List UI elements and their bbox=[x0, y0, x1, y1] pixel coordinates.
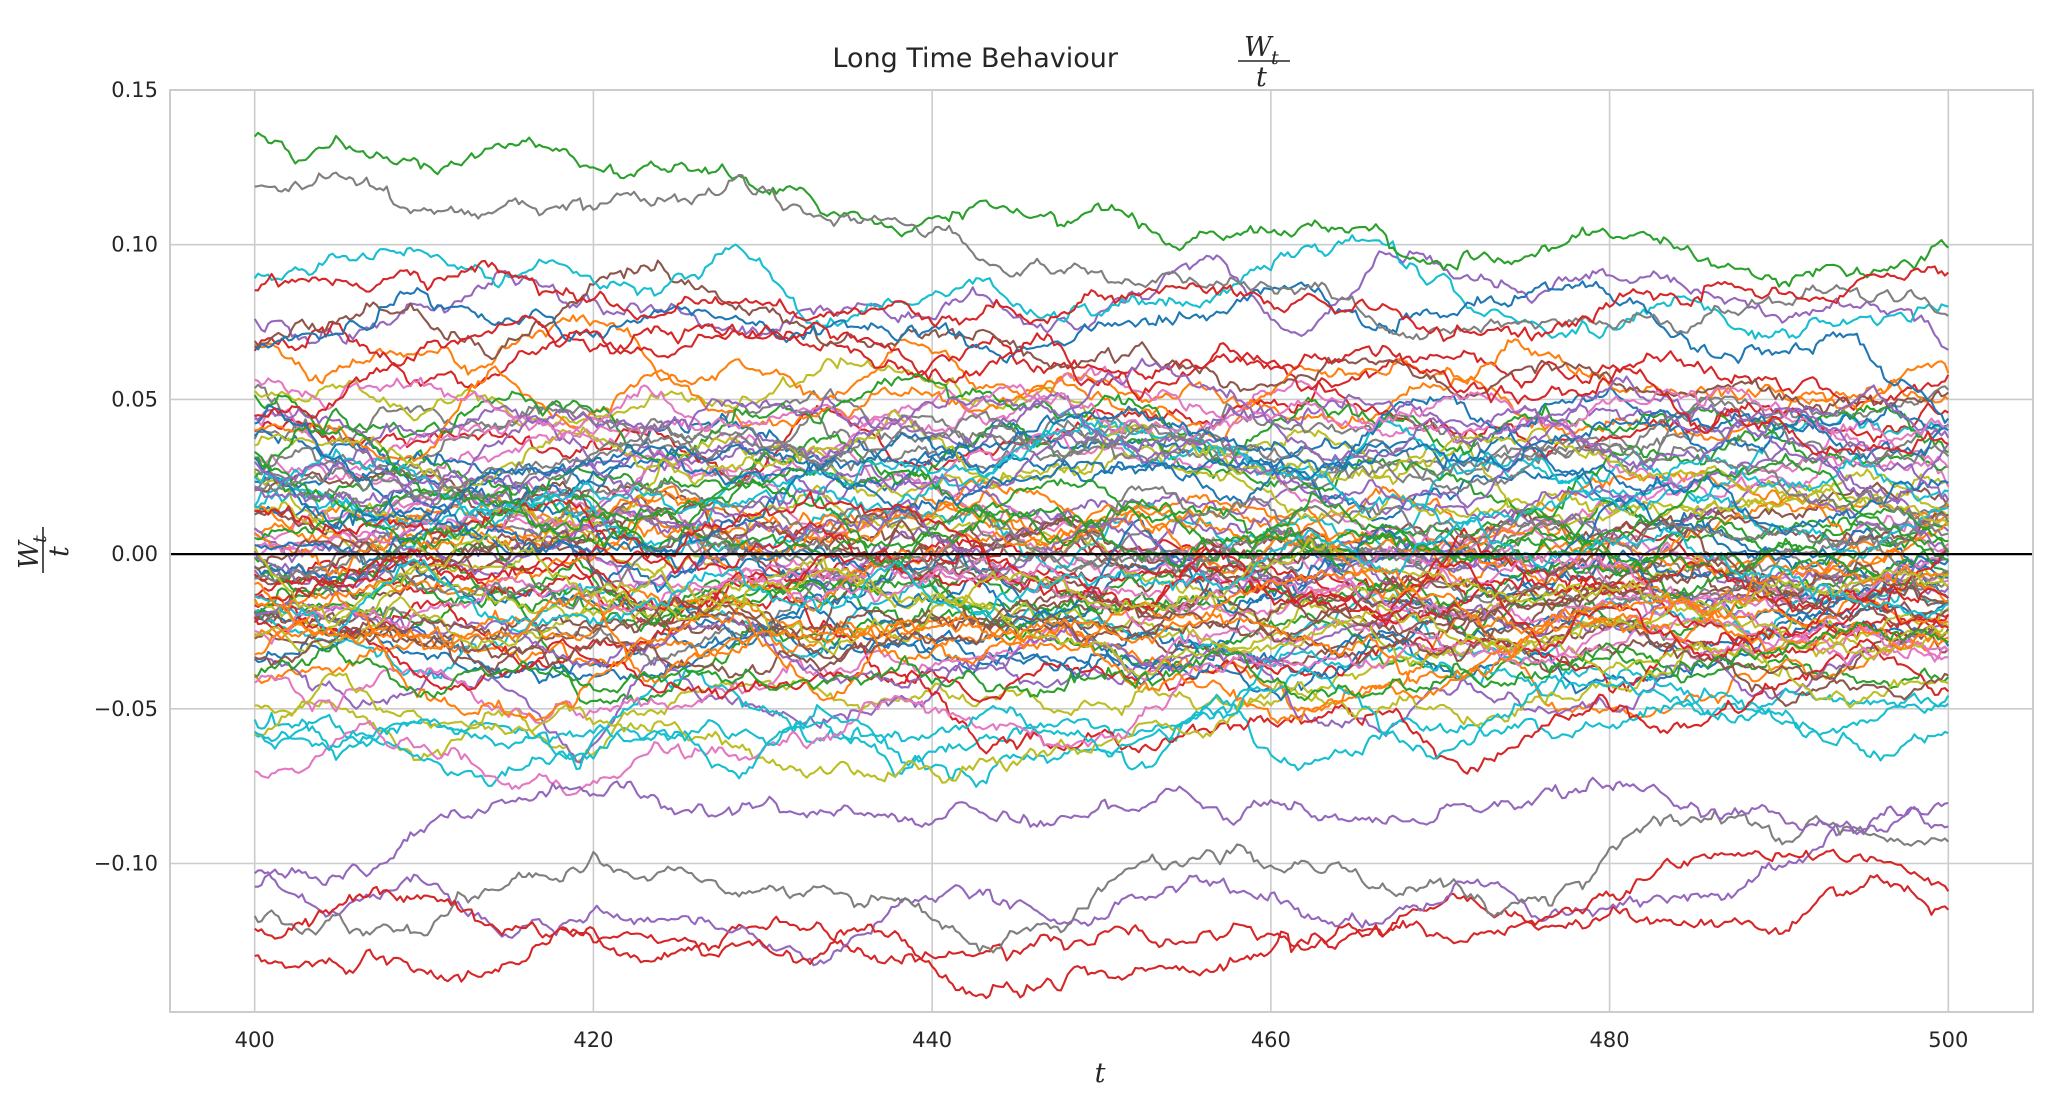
series-line bbox=[253, 234, 1949, 340]
y-axis-label: W t t bbox=[14, 527, 75, 573]
series-line bbox=[254, 404, 1949, 523]
series-line bbox=[254, 508, 1949, 630]
series-line bbox=[254, 545, 1950, 667]
series-line bbox=[253, 419, 1949, 526]
series-line bbox=[254, 171, 1949, 341]
series-line bbox=[254, 614, 1949, 797]
y-tick-label: 0.15 bbox=[111, 78, 158, 102]
series-line bbox=[254, 409, 1949, 561]
series-line bbox=[254, 776, 1949, 888]
series-line bbox=[254, 641, 1949, 784]
y-label-denominator: t bbox=[44, 546, 75, 557]
x-tick-label: 420 bbox=[573, 1028, 613, 1052]
series-line bbox=[254, 874, 1950, 983]
x-tick-label: 500 bbox=[1928, 1028, 1968, 1052]
x-axis-ticks: 400 420 440 460 480 500 bbox=[235, 1028, 1969, 1052]
series-line bbox=[254, 498, 1949, 625]
series-line bbox=[253, 589, 1949, 678]
x-tick-label: 480 bbox=[1590, 1028, 1630, 1052]
series-line bbox=[254, 516, 1949, 639]
series-line bbox=[253, 321, 1950, 411]
series-line bbox=[253, 394, 1949, 556]
y-axis-ticks: 0.15 0.10 0.05 0.00 −0.05 −0.10 bbox=[94, 78, 158, 875]
title-math-denominator: t bbox=[1256, 62, 1267, 93]
series-line bbox=[254, 397, 1950, 500]
series-line bbox=[253, 612, 1949, 720]
x-axis-label: t bbox=[1095, 1058, 1106, 1089]
series-line bbox=[253, 280, 1950, 424]
y-label-numerator: W bbox=[14, 539, 45, 569]
series-group bbox=[253, 131, 1950, 1000]
title-math-numerator: W bbox=[1244, 32, 1274, 63]
x-tick-label: 440 bbox=[912, 1028, 952, 1052]
title-math-subscript: t bbox=[1271, 47, 1279, 69]
series-line bbox=[254, 801, 1949, 967]
series-line bbox=[254, 421, 1949, 520]
series-line bbox=[254, 567, 1949, 684]
series-line bbox=[254, 410, 1949, 537]
y-tick-label: 0.10 bbox=[111, 233, 158, 257]
series-line bbox=[253, 534, 1949, 624]
series-line bbox=[253, 131, 1950, 288]
series-line bbox=[253, 810, 1950, 954]
chart-title: Long Time Behaviour W t t bbox=[832, 32, 1290, 93]
x-tick-label: 400 bbox=[235, 1028, 275, 1052]
series-line bbox=[254, 848, 1950, 1000]
series-line bbox=[254, 407, 1950, 569]
x-tick-label: 460 bbox=[1251, 1028, 1291, 1052]
series-line bbox=[254, 621, 1949, 702]
y-tick-label: −0.10 bbox=[94, 851, 158, 875]
y-tick-label: 0.00 bbox=[111, 542, 158, 566]
chart-title-text: Long Time Behaviour bbox=[832, 43, 1118, 74]
series-line bbox=[253, 529, 1949, 701]
series-line bbox=[254, 490, 1949, 661]
series-line bbox=[254, 622, 1949, 764]
series-line bbox=[254, 357, 1950, 505]
series-line bbox=[253, 384, 1950, 507]
series-line bbox=[254, 376, 1949, 452]
series-line bbox=[253, 250, 1949, 351]
y-tick-label: 0.05 bbox=[111, 387, 158, 411]
y-label-subscript: t bbox=[29, 535, 51, 543]
series-line bbox=[253, 470, 1949, 625]
y-tick-label: −0.05 bbox=[94, 697, 158, 721]
series-line bbox=[254, 409, 1950, 527]
plot-frame bbox=[169, 89, 2034, 1013]
series-line bbox=[254, 259, 1950, 343]
series-line bbox=[254, 666, 1949, 780]
